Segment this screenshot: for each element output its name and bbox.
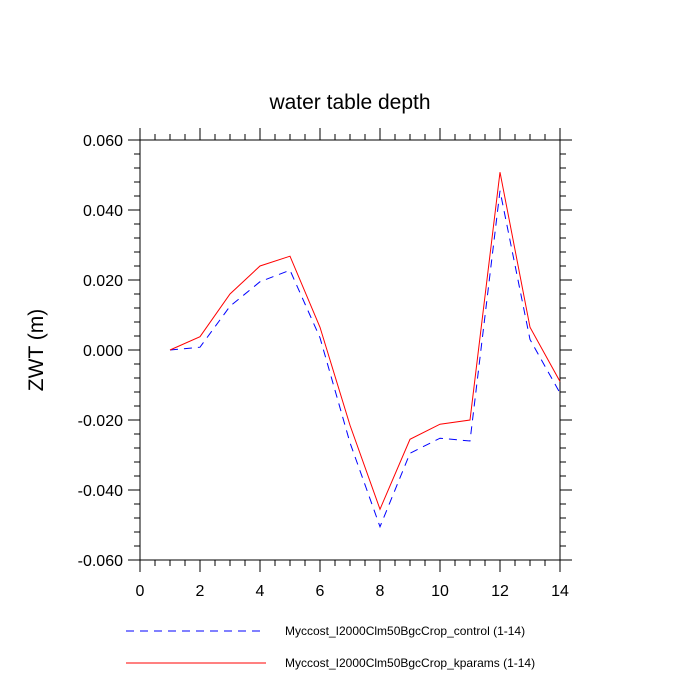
minor-ticks <box>134 134 566 566</box>
y-tick-label: 0.000 <box>83 343 123 360</box>
major-ticks <box>128 128 572 572</box>
y-tick-label: -0.020 <box>78 413 123 430</box>
x-tick-label: 14 <box>551 583 569 600</box>
x-tick-labels: 0 2 4 6 8 10 12 14 <box>136 583 569 600</box>
y-tick-label: 0.040 <box>83 203 123 220</box>
legend-label-1: Myccost_I2000Clm50BgcCrop_control (1-14) <box>285 624 525 638</box>
y-tick-label: -0.040 <box>78 483 123 500</box>
series-lines <box>169 172 561 529</box>
x-tick-label: 8 <box>376 583 385 600</box>
y-tick-labels: -0.060 -0.040 -0.020 0.000 0.020 0.040 0.060 <box>78 133 123 570</box>
y-tick-label: 0.060 <box>83 133 123 150</box>
legend-label-2: Myccost_I2000Clm50BgcCrop_kparams (1-14) <box>285 656 535 670</box>
series-line-2 <box>169 172 561 511</box>
chart-title: water table depth <box>268 91 430 114</box>
y-axis-label: ZWT (m) <box>25 309 48 391</box>
x-tick-label: 2 <box>196 583 205 600</box>
x-tick-label: 4 <box>256 583 265 600</box>
x-tick-label: 10 <box>431 583 449 600</box>
x-tick-label: 0 <box>136 583 145 600</box>
series-line-1 <box>169 190 561 529</box>
y-tick-label: -0.060 <box>78 553 123 570</box>
x-tick-label: 12 <box>491 583 509 600</box>
plot-frame <box>139 139 561 561</box>
y-tick-label: 0.020 <box>83 273 123 290</box>
legend: Myccost_I2000Clm50BgcCrop_control (1-14)… <box>126 624 535 670</box>
x-tick-label: 6 <box>316 583 325 600</box>
